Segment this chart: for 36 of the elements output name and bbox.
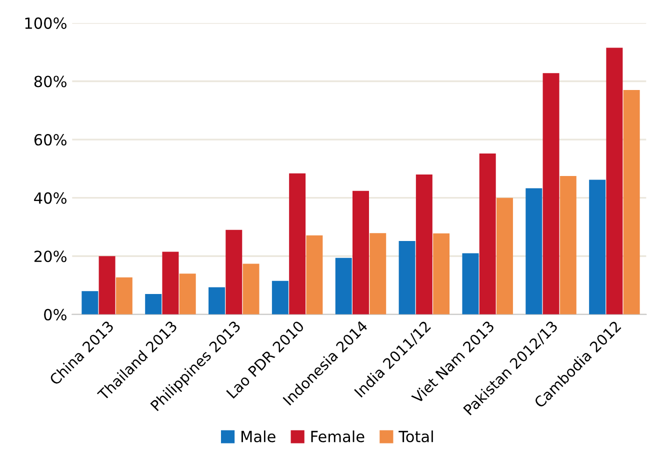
bar xyxy=(272,280,288,314)
legend-label: Male xyxy=(242,430,276,442)
y-tick-label: 20% xyxy=(34,250,66,262)
bar xyxy=(479,154,496,314)
bar xyxy=(208,287,226,314)
bar xyxy=(98,256,116,314)
y-tick-label: 60% xyxy=(34,134,66,146)
bar xyxy=(352,190,369,314)
y-tick-label: 80% xyxy=(34,76,66,88)
bar xyxy=(526,188,542,314)
bar xyxy=(82,291,98,314)
bar xyxy=(335,258,352,314)
bar xyxy=(398,240,416,314)
bar xyxy=(162,252,179,314)
bar xyxy=(542,73,560,314)
y-tick-label: 0% xyxy=(44,308,66,320)
bar xyxy=(370,233,386,314)
y-tick-label: 100% xyxy=(25,17,66,29)
bar xyxy=(623,90,640,314)
bar xyxy=(433,233,450,314)
bar xyxy=(179,274,196,314)
bar xyxy=(145,294,162,314)
bar xyxy=(116,277,132,314)
bar xyxy=(462,253,479,314)
y-tick-label: 40% xyxy=(34,192,66,204)
bar xyxy=(560,176,576,314)
bar xyxy=(589,180,606,314)
bar xyxy=(306,235,323,314)
bar xyxy=(226,230,242,314)
legend-label: Female xyxy=(311,430,364,442)
bar xyxy=(496,198,513,314)
bar xyxy=(242,264,260,314)
bar xyxy=(606,48,623,314)
legend-label: Total xyxy=(398,430,433,442)
bar xyxy=(289,173,306,314)
bar xyxy=(416,174,432,314)
